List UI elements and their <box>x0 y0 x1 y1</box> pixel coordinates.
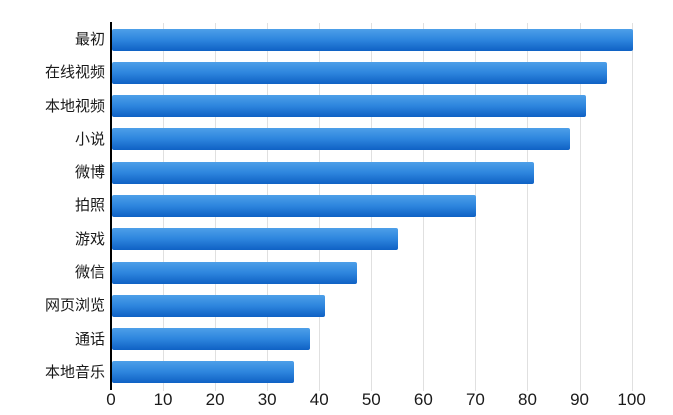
category-label-9: 通话 <box>74 330 105 348</box>
category-label-10: 本地音乐 <box>44 363 105 381</box>
category-label-5: 拍照 <box>74 197 105 215</box>
bar-8 <box>112 294 326 317</box>
gridline-80 <box>527 23 528 391</box>
category-label-1: 在线视频 <box>44 64 105 82</box>
category-label-3: 小说 <box>74 130 105 148</box>
x-tick-label-100: 100 <box>617 390 646 409</box>
x-tick-label-60: 60 <box>413 390 433 409</box>
x-tick-label-40: 40 <box>309 390 329 409</box>
y-axis-line <box>110 22 112 390</box>
category-label-2: 本地视频 <box>44 97 105 115</box>
category-label-6: 游戏 <box>74 230 105 248</box>
bar-7 <box>112 261 357 284</box>
x-axis-tick-labels: 0 10 20 30 40 50 60 70 80 90 100 <box>106 390 673 412</box>
category-label-0: 最初 <box>74 31 105 49</box>
x-tick-label-20: 20 <box>205 390 225 409</box>
bar-5 <box>112 195 477 217</box>
bar-4 <box>112 161 534 184</box>
bar-3 <box>112 128 571 151</box>
category-label-8: 网页浏览 <box>44 297 105 315</box>
x-tick-label-80: 80 <box>518 390 537 409</box>
category-label-7: 微信 <box>74 264 105 282</box>
bar-9 <box>112 328 310 351</box>
bar-2 <box>112 95 586 118</box>
bar-6 <box>112 228 399 251</box>
plot-area <box>111 23 673 391</box>
x-tick-label-90: 90 <box>570 390 589 409</box>
x-tick-label-30: 30 <box>257 390 277 409</box>
y-axis-category-labels: 最初在线视频本地视频小说微博拍照游戏微信网页浏览通话本地音乐 <box>0 23 105 389</box>
x-tick-label-50: 50 <box>361 390 381 409</box>
category-label-4: 微博 <box>74 164 105 182</box>
x-tick-label-70: 70 <box>465 390 485 409</box>
bar-0 <box>112 28 633 51</box>
x-tick-label-10: 10 <box>153 390 173 409</box>
x-tick-label-0: 0 <box>106 390 116 409</box>
gridline-100 <box>632 23 633 391</box>
bar-10 <box>112 361 295 384</box>
bar-1 <box>112 61 607 84</box>
gridline-90 <box>580 23 581 391</box>
